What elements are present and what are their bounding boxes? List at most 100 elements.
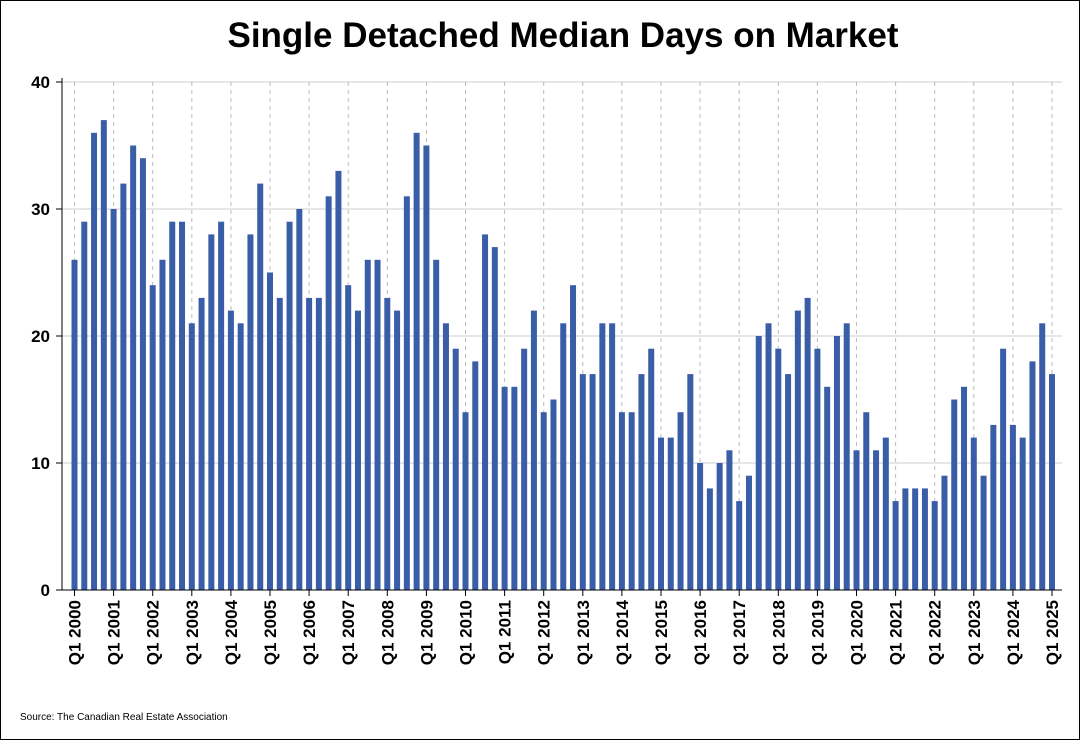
bar-q1-2017	[736, 501, 743, 590]
source-note: Source: The Canadian Real Estate Associa…	[20, 712, 228, 723]
bar-q2-2008	[394, 310, 401, 590]
x-tick-label: Q1 2004	[222, 599, 241, 665]
bar-q4-2004	[257, 183, 264, 590]
bar-q3-2008	[403, 196, 410, 591]
bar-q3-2000	[91, 132, 98, 591]
bar-q3-2013	[599, 323, 606, 590]
bar-q1-2018	[775, 348, 782, 590]
bar-q3-2014	[638, 374, 645, 590]
bar-q2-2022	[941, 475, 948, 590]
bar-q4-2018	[804, 297, 811, 590]
bar-q1-2008	[384, 297, 391, 590]
bar-q4-2017	[765, 323, 772, 590]
x-tick-label: Q1 2006	[300, 600, 319, 665]
x-tick-label: Q1 2016	[691, 600, 710, 665]
x-tick-label: Q1 2003	[183, 600, 202, 665]
bar-q1-2024	[1009, 424, 1016, 590]
y-tick-label: 0	[41, 581, 50, 600]
bar-q3-2010	[482, 234, 489, 590]
bar-q4-2013	[609, 323, 616, 590]
bar-q2-2016	[706, 488, 713, 590]
x-tick-label: Q1 2005	[261, 600, 280, 665]
bar-q2-2018	[785, 374, 792, 590]
bar-q4-2012	[570, 285, 577, 590]
x-tick-label: Q1 2014	[613, 599, 632, 665]
bar-q3-2009	[442, 323, 449, 590]
bar-q2-2014	[628, 412, 635, 590]
bar-q4-2022	[961, 386, 968, 590]
bar-q4-2000	[100, 120, 107, 590]
bar-q4-2011	[530, 310, 537, 590]
bar-q1-2023	[970, 437, 977, 590]
bar-q4-2015	[687, 374, 694, 590]
bar-q2-2006	[315, 297, 322, 590]
bar-q2-2024	[1019, 437, 1026, 590]
bar-q4-2010	[491, 247, 498, 590]
bar-q2-2020	[863, 412, 870, 590]
bar-q4-2023	[1000, 348, 1007, 590]
chart-title: Single Detached Median Days on Market	[227, 16, 899, 55]
bar-q4-2014	[648, 348, 655, 590]
bar-q1-2009	[423, 145, 430, 590]
x-tick-label: Q1 2023	[965, 600, 984, 665]
bar-q3-2021	[912, 488, 919, 590]
x-tick-label: Q1 2008	[378, 600, 397, 665]
bar-q3-2011	[521, 348, 528, 590]
bar-q2-2017	[745, 475, 752, 590]
x-tick-label: Q1 2013	[574, 600, 593, 665]
bar-q2-2001	[120, 183, 127, 590]
bar-q1-2003	[188, 323, 195, 590]
bar-q3-2001	[130, 145, 137, 590]
x-tick-label: Q1 2007	[339, 600, 358, 665]
bar-q1-2014	[618, 412, 625, 590]
bar-q2-2007	[354, 310, 361, 590]
bar-q2-2023	[980, 475, 987, 590]
bar-q3-2005	[286, 221, 293, 590]
x-tick-label: Q1 2001	[105, 600, 124, 665]
bar-q4-2009	[452, 348, 459, 590]
bar-q4-2001	[139, 158, 146, 590]
bar-q1-2013	[579, 374, 586, 590]
bar-q4-2002	[179, 221, 186, 590]
bar-q2-2003	[198, 297, 205, 590]
bar-q3-2003	[208, 234, 215, 590]
bar-q1-2002	[149, 285, 156, 590]
bar-q3-2004	[247, 234, 254, 590]
bar-q2-2005	[276, 297, 283, 590]
x-tick-label: Q1 2021	[887, 600, 906, 665]
bar-q1-2012	[540, 412, 547, 590]
bar-q3-2024	[1029, 361, 1036, 590]
bar-q3-2012	[560, 323, 567, 590]
bar-q1-2022	[931, 501, 938, 590]
bar-q1-2001	[110, 209, 117, 590]
bar-q4-2021	[921, 488, 928, 590]
bar-q4-2005	[296, 209, 303, 590]
bar-q4-2016	[726, 450, 733, 590]
bar-q3-2017	[755, 336, 762, 590]
bar-q4-2020	[882, 437, 889, 590]
bar-q3-2020	[873, 450, 880, 590]
bar-q4-2006	[335, 170, 342, 590]
bar-q3-2007	[364, 259, 371, 590]
y-tick-label: 10	[31, 454, 50, 473]
x-tick-label: Q1 2011	[496, 600, 515, 664]
bar-q2-2012	[550, 399, 557, 590]
bar-q1-2020	[853, 450, 860, 590]
bar-q2-2004	[237, 323, 244, 590]
x-tick-label: Q1 2022	[926, 600, 945, 665]
x-tick-label: Q1 2025	[1043, 600, 1062, 665]
bar-q1-2015	[658, 437, 664, 590]
x-tick-label: Q1 2017	[730, 600, 749, 665]
x-tick-label: Q1 2002	[144, 600, 163, 665]
bar-q2-2002	[159, 259, 166, 590]
bar-q1-2005	[267, 272, 273, 590]
x-tick-label: Q1 2024	[1004, 599, 1023, 665]
x-tick-label: Q1 2015	[652, 600, 671, 665]
bar-q1-2011	[501, 386, 508, 590]
bar-q2-2021	[902, 488, 909, 590]
bar-q4-2024	[1039, 323, 1046, 590]
bar-q2-2009	[433, 259, 440, 590]
bar-q3-2016	[716, 463, 723, 590]
x-tick-label: Q1 2012	[535, 600, 554, 665]
